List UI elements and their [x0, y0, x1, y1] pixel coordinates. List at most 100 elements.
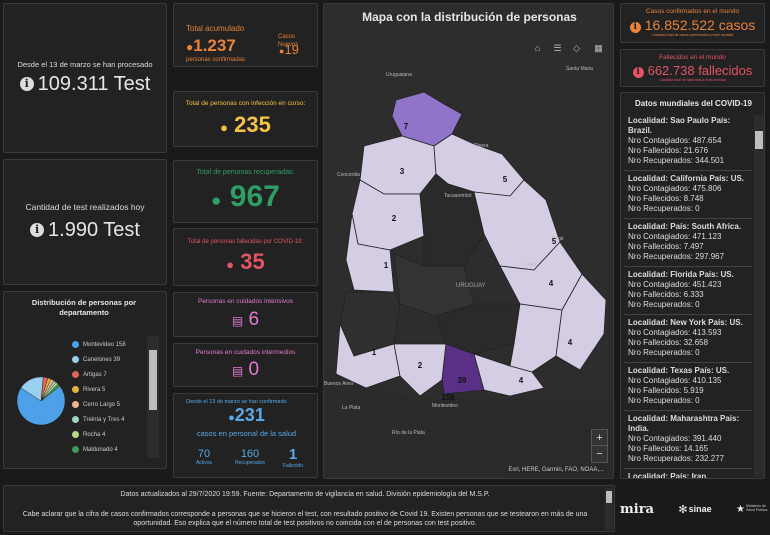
world-list-scrollbar[interactable]: [754, 115, 764, 477]
footer-scrollbar[interactable]: [605, 488, 613, 530]
world-list-item[interactable]: Localidad: Florida País: US. Nro Contagia…: [624, 267, 752, 315]
footer-line1: Datos actualizados al 29/7/2020 19:59. F…: [120, 491, 490, 498]
new-cases-value: ●19: [279, 42, 299, 57]
health-active-value: 70: [197, 448, 211, 460]
world-list-item[interactable]: Localidad: País: Iran.: [624, 469, 752, 478]
world-list-item[interactable]: Localidad: Sao Paulo País: Brazil. Nro Co…: [624, 113, 752, 171]
distribution-panel: Distribución de personas por departament…: [3, 291, 167, 469]
person-icon: ●: [228, 412, 235, 424]
home-button[interactable]: ⌂: [534, 43, 541, 53]
footer-scroll-thumb[interactable]: [606, 491, 612, 503]
world-item-deceased: Nro Fallecidos: 21.676: [628, 146, 709, 155]
distribution-item-label: Maldonado 4: [83, 446, 118, 453]
health-value: ●231: [174, 405, 319, 426]
person-icon: ●: [226, 257, 235, 273]
world-item-location: Localidad: País: South Africa.: [628, 222, 742, 231]
world-item-deceased: Nro Fallecidos: 7.497: [628, 242, 704, 251]
world-list-item[interactable]: Localidad: Maharashtra País: India. Nro C…: [624, 411, 752, 469]
pie-slice[interactable]: [16, 385, 66, 426]
place-uruguay: URUGUAY: [456, 283, 486, 289]
recovered-title: Total de personas recuperadas:: [196, 168, 295, 176]
world-list-item[interactable]: Localidad: Texas País: US. Nro Contagiado…: [624, 363, 752, 411]
health-recovered-label: Recuperados: [235, 460, 265, 466]
distribution-item: Treinta y Tres 4: [72, 412, 144, 427]
distribution-item-label: Cerro Largo 5: [83, 401, 121, 408]
count-artigas: 7: [404, 122, 409, 131]
world-deaths-panel: Fallecidos en el mundo i 662.738 fallecid…: [620, 49, 765, 87]
processed-value-text: 109.311 Test: [37, 72, 151, 95]
total-accumulated-title: Total acumulado: [186, 24, 245, 33]
world-item-infected: Nro Contagiados: 487.654: [628, 136, 722, 145]
count-paysandu: 2: [392, 214, 397, 223]
layers-button[interactable]: ◇: [573, 43, 580, 53]
new-cases-number: 19: [284, 42, 299, 57]
health-recovered-value: 160: [240, 448, 260, 460]
active-title: Total de personas con infección en curso…: [185, 99, 306, 107]
world-list-item[interactable]: Localidad: País: South Africa. Nro Contag…: [624, 219, 752, 267]
today-value-text: 1.990 Test: [48, 218, 140, 241]
mira-logo: mira: [620, 501, 654, 517]
world-item-infected: Nro Contagiados: 475.806: [628, 184, 722, 193]
deaths-number: 35: [240, 249, 265, 275]
person-icon: ●: [220, 120, 228, 136]
map-canvas[interactable]: Uruguaiana Santa Maria Concordia Tacuare…: [324, 4, 614, 479]
pie-slice[interactable]: [40, 383, 61, 402]
world-deaths-value: i 662.738 fallecidos: [632, 63, 752, 78]
deaths-value: ● 35: [226, 249, 264, 275]
world-list-scroll-thumb[interactable]: [755, 131, 763, 149]
count-salto: 3: [400, 167, 405, 176]
intermediate-panel: Personas en cuidados intermedios ▤ 0: [173, 343, 318, 387]
qr-button[interactable]: ▦: [594, 43, 603, 53]
distribution-item-label: Canelones 39: [83, 356, 121, 363]
world-item-location: Localidad: Maharashtra País: India.: [628, 414, 740, 433]
world-list-item[interactable]: Localidad: California País: US. Nro Conta…: [624, 171, 752, 219]
world-item-location: Localidad: New York País: US.: [628, 318, 743, 327]
health-deceased-label: Fallecido: [282, 463, 303, 469]
footer-line2: Cabe aclarar que la cifra de casos confi…: [22, 511, 588, 528]
active-value: ● 235: [220, 112, 271, 138]
recovered-value: ● 967: [211, 180, 280, 214]
distribution-item-label: Montevideo 158: [83, 341, 126, 348]
distribution-item-label: Treinta y Tres 4: [83, 416, 125, 423]
logos: mira ✻ sinae ★ Ministerio de Salud Públi…: [620, 495, 768, 523]
distribution-item: Montevideo 158: [72, 337, 144, 352]
world-item-deceased: Nro Fallecidos: 5.919: [628, 386, 704, 395]
region-salto: [359, 135, 437, 195]
world-item-recovered: Nro Recuperados: 0: [628, 348, 700, 357]
intermediate-title: Personas en cuidados intermedios: [195, 349, 296, 357]
health-staff-panel: Desde el 13 de marzo se han confirmado ●…: [173, 393, 318, 478]
person-icon: ●: [186, 40, 194, 54]
health-sub: casos en personal de la salud: [196, 429, 297, 438]
place-melo: Melo: [527, 262, 538, 268]
distribution-scrollbar[interactable]: [147, 336, 159, 458]
world-item-deceased: Nro Fallecidos: 8.748: [628, 194, 704, 203]
msp-text: Ministerio de Salud Pública: [745, 504, 768, 512]
total-accumulated-number: 1.237: [193, 36, 236, 55]
world-item-recovered: Nro Recuperados: 0: [628, 396, 700, 405]
count-rionegro: 1: [384, 261, 389, 270]
total-accumulated-sub: personas confirmadas: [186, 57, 246, 63]
world-item-recovered: Nro Recuperados: 0: [628, 300, 700, 309]
count-treintaytres: 4: [549, 279, 554, 288]
zoom-in-button[interactable]: +: [592, 430, 607, 446]
info-icon: i: [629, 22, 641, 34]
distribution-item: Artigas 7: [72, 367, 144, 382]
deaths-title: Total de personas fallecidas por COVID-1…: [187, 238, 304, 245]
count-rocha: 4: [568, 338, 573, 347]
person-icon: ●: [279, 46, 285, 56]
world-item-infected: Nro Contagiados: 410.135: [628, 376, 722, 385]
world-item-deceased: Nro Fallecidos: 6.333: [628, 290, 704, 299]
world-item-recovered: Nro Recuperados: 0: [628, 204, 700, 213]
world-list-item[interactable]: Localidad: New York País: US. Nro Contagi…: [624, 315, 752, 363]
count-sanjose: 2: [418, 361, 423, 370]
distribution-scroll-thumb[interactable]: [149, 350, 157, 410]
zoom-out-button[interactable]: −: [596, 448, 603, 460]
info-icon: i: [19, 76, 34, 91]
msp-logo: ★ Ministerio de Salud Pública: [736, 504, 768, 515]
list-button[interactable]: ☰: [553, 43, 562, 53]
world-deaths-sub: Cantidad total de fallecidos a nivel mun…: [659, 77, 726, 82]
intermediate-value: ▤ 0: [232, 359, 259, 381]
recovered-panel: Total de personas recuperadas: ● 967: [173, 160, 318, 223]
world-item-location: Localidad: California País: US.: [628, 174, 745, 183]
total-accumulated-value: ●1.237: [186, 36, 236, 56]
